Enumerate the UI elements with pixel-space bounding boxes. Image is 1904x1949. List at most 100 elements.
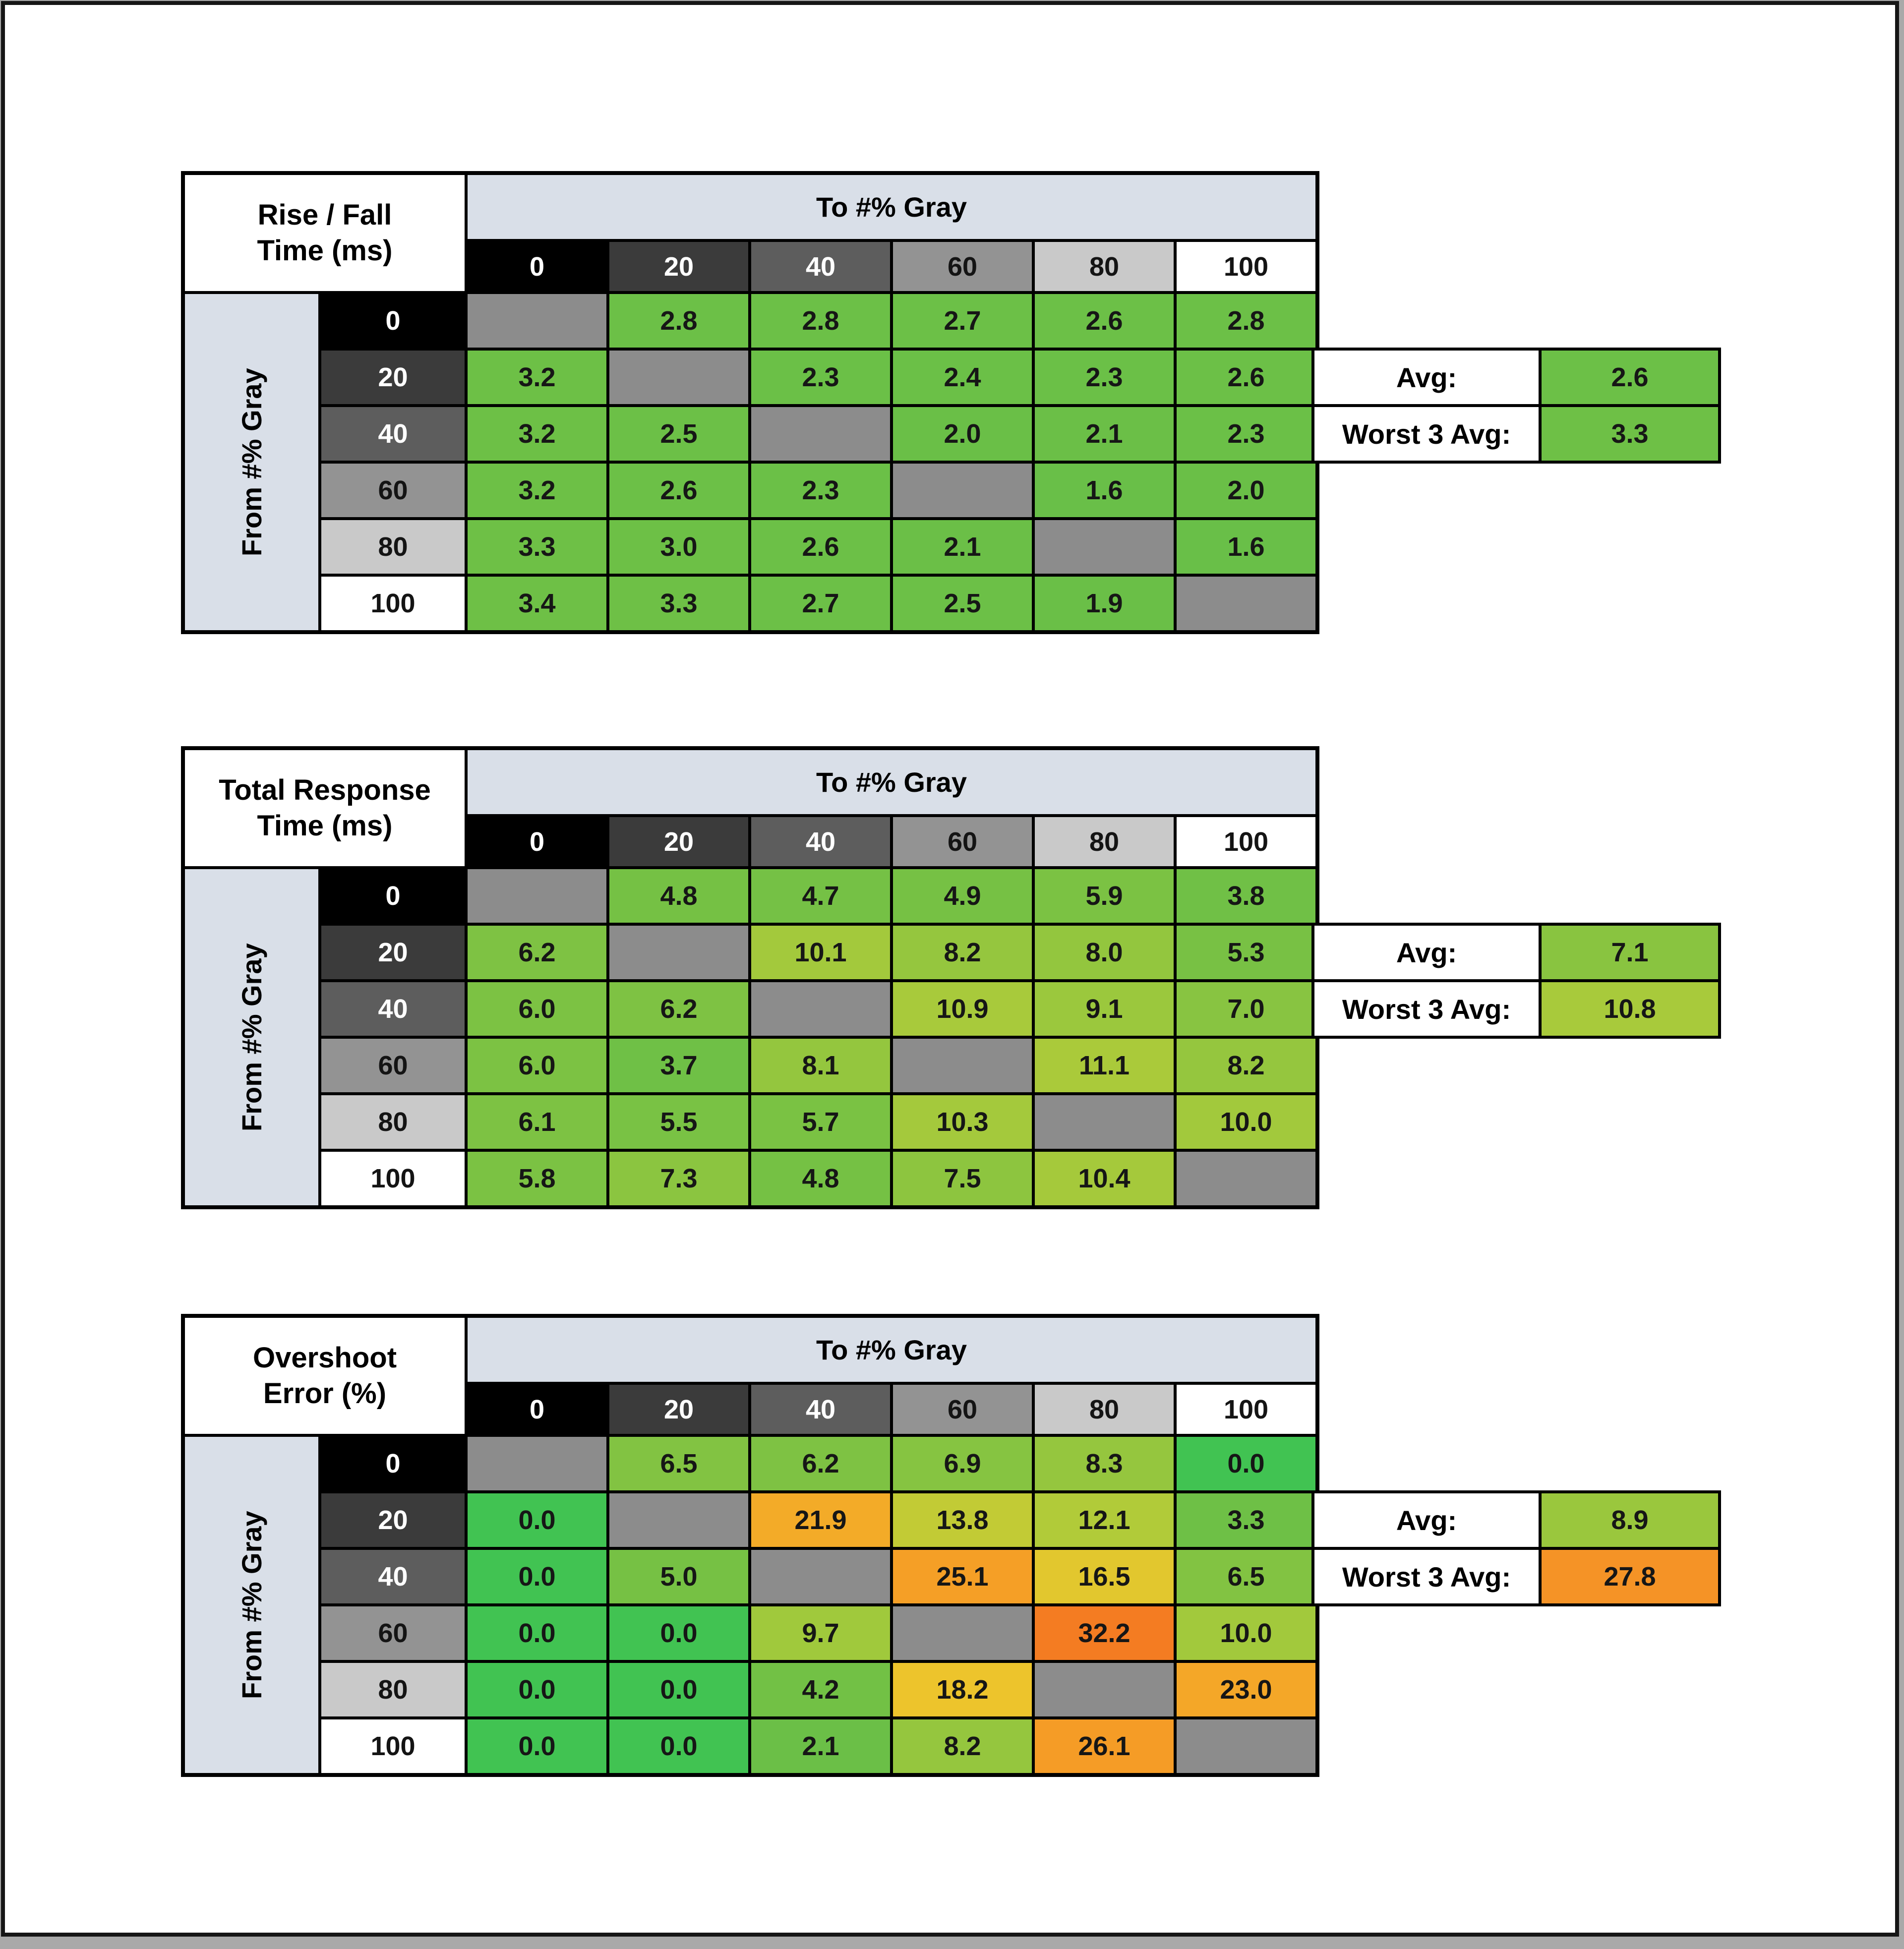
matrix-cell: 5.9 xyxy=(1035,869,1174,923)
table-title: Overshoot Error (%) xyxy=(185,1318,465,1434)
diagonal-cell xyxy=(893,464,1032,517)
matrix-cell: 1.9 xyxy=(1035,577,1174,630)
matrix-cell: 6.5 xyxy=(609,1437,748,1490)
col-header: 60 xyxy=(893,817,1032,866)
matrix-cell: 8.2 xyxy=(1177,1039,1315,1092)
matrix-cell: 6.5 xyxy=(1177,1550,1315,1603)
matrix-cell: 6.2 xyxy=(609,982,748,1036)
table-title: Rise / Fall Time (ms) xyxy=(185,175,465,291)
matrix-cell: 2.5 xyxy=(609,407,748,461)
col-header: 40 xyxy=(751,1385,890,1434)
summary-box: Avg: 8.9 Worst 3 Avg: 27.8 xyxy=(1311,1490,1721,1606)
matrix-cell: 2.1 xyxy=(1035,407,1174,461)
matrix-cell: 6.2 xyxy=(468,926,606,979)
diagonal-cell xyxy=(1177,577,1315,630)
matrix-cell: 6.2 xyxy=(751,1437,890,1490)
col-header: 40 xyxy=(751,242,890,291)
to-gray-axis-label: To #% Gray xyxy=(468,1318,1315,1382)
row-header: 60 xyxy=(321,1606,465,1660)
matrix-cell: 7.5 xyxy=(893,1152,1032,1205)
diagonal-cell xyxy=(468,294,606,348)
col-header: 20 xyxy=(609,242,748,291)
matrix-cell: 2.1 xyxy=(893,520,1032,574)
to-gray-axis-label: To #% Gray xyxy=(468,750,1315,814)
worst3-avg-label: Worst 3 Avg: xyxy=(1314,1550,1539,1603)
row-header: 60 xyxy=(321,1039,465,1092)
matrix-cell: 10.3 xyxy=(893,1095,1032,1149)
diagonal-cell xyxy=(1035,1663,1174,1716)
worst3-avg-label: Worst 3 Avg: xyxy=(1314,407,1539,461)
matrix-cell: 2.3 xyxy=(751,464,890,517)
rise-fall-matrix: Rise / Fall Time (ms) To #% Gray From #%… xyxy=(181,171,1319,634)
matrix-cell: 0.0 xyxy=(468,1493,606,1547)
matrix-cell: 4.9 xyxy=(893,869,1032,923)
from-gray-axis-label: From #% Gray xyxy=(185,1437,318,1773)
matrix-cell: 1.6 xyxy=(1177,520,1315,574)
matrix-cell: 3.4 xyxy=(468,577,606,630)
avg-value: 7.1 xyxy=(1542,926,1718,979)
matrix-cell: 2.8 xyxy=(609,294,748,348)
row-header: 20 xyxy=(321,351,465,404)
diagonal-cell xyxy=(751,407,890,461)
avg-value: 8.9 xyxy=(1542,1493,1718,1547)
matrix-cell: 10.0 xyxy=(1177,1095,1315,1149)
matrix-cell: 5.5 xyxy=(609,1095,748,1149)
matrix-cell: 0.0 xyxy=(468,1663,606,1716)
matrix-cell: 6.0 xyxy=(468,1039,606,1092)
overshoot-matrix: Overshoot Error (%) To #% Gray From #% G… xyxy=(181,1314,1319,1777)
row-header: 0 xyxy=(321,869,465,923)
row-header: 100 xyxy=(321,1719,465,1773)
avg-label: Avg: xyxy=(1314,351,1539,404)
summary-box: Avg: 7.1 Worst 3 Avg: 10.8 xyxy=(1311,923,1721,1039)
to-gray-axis-label: To #% Gray xyxy=(468,175,1315,239)
col-header: 20 xyxy=(609,817,748,866)
matrix-cell: 26.1 xyxy=(1035,1719,1174,1773)
matrix-cell: 10.1 xyxy=(751,926,890,979)
col-header: 100 xyxy=(1177,1385,1315,1434)
table-title-line2: Time (ms) xyxy=(257,810,393,842)
diagonal-cell xyxy=(468,1437,606,1490)
table-title-line1: Rise / Fall xyxy=(257,198,392,231)
diagonal-cell xyxy=(1177,1152,1315,1205)
matrix-cell: 3.3 xyxy=(1177,1493,1315,1547)
col-header: 80 xyxy=(1035,242,1174,291)
diagonal-cell xyxy=(609,926,748,979)
matrix-cell: 3.2 xyxy=(468,464,606,517)
matrix-cell: 2.3 xyxy=(751,351,890,404)
matrix-cell: 7.0 xyxy=(1177,982,1315,1036)
col-header: 0 xyxy=(468,242,606,291)
worst3-avg-value: 10.8 xyxy=(1542,982,1718,1036)
matrix-cell: 2.1 xyxy=(751,1719,890,1773)
matrix-cell: 10.4 xyxy=(1035,1152,1174,1205)
matrix-cell: 2.8 xyxy=(1177,294,1315,348)
matrix-cell: 2.3 xyxy=(1035,351,1174,404)
matrix-cell: 2.0 xyxy=(893,407,1032,461)
matrix-cell: 4.8 xyxy=(751,1152,890,1205)
avg-label: Avg: xyxy=(1314,1493,1539,1547)
diagonal-cell xyxy=(609,351,748,404)
matrix-cell: 2.3 xyxy=(1177,407,1315,461)
diagonal-cell xyxy=(893,1039,1032,1092)
matrix-cell: 3.3 xyxy=(609,577,748,630)
matrix-cell: 10.0 xyxy=(1177,1606,1315,1660)
col-header: 0 xyxy=(468,1385,606,1434)
matrix-cell: 0.0 xyxy=(468,1550,606,1603)
matrix-cell: 8.3 xyxy=(1035,1437,1174,1490)
matrix-cell: 3.8 xyxy=(1177,869,1315,923)
matrix-cell: 9.7 xyxy=(751,1606,890,1660)
matrix-cell: 7.3 xyxy=(609,1152,748,1205)
matrix-cell: 2.6 xyxy=(609,464,748,517)
from-gray-axis-label: From #% Gray xyxy=(185,294,318,630)
row-header: 20 xyxy=(321,1493,465,1547)
matrix-cell: 21.9 xyxy=(751,1493,890,1547)
matrix-cell: 6.9 xyxy=(893,1437,1032,1490)
matrix-cell: 2.4 xyxy=(893,351,1032,404)
table-title: Total Response Time (ms) xyxy=(185,750,465,866)
matrix-cell: 8.0 xyxy=(1035,926,1174,979)
matrix-cell: 3.2 xyxy=(468,351,606,404)
matrix-cell: 9.1 xyxy=(1035,982,1174,1036)
matrix-cell: 5.7 xyxy=(751,1095,890,1149)
table-title-line2: Error (%) xyxy=(263,1377,387,1410)
matrix-cell: 2.6 xyxy=(1177,351,1315,404)
